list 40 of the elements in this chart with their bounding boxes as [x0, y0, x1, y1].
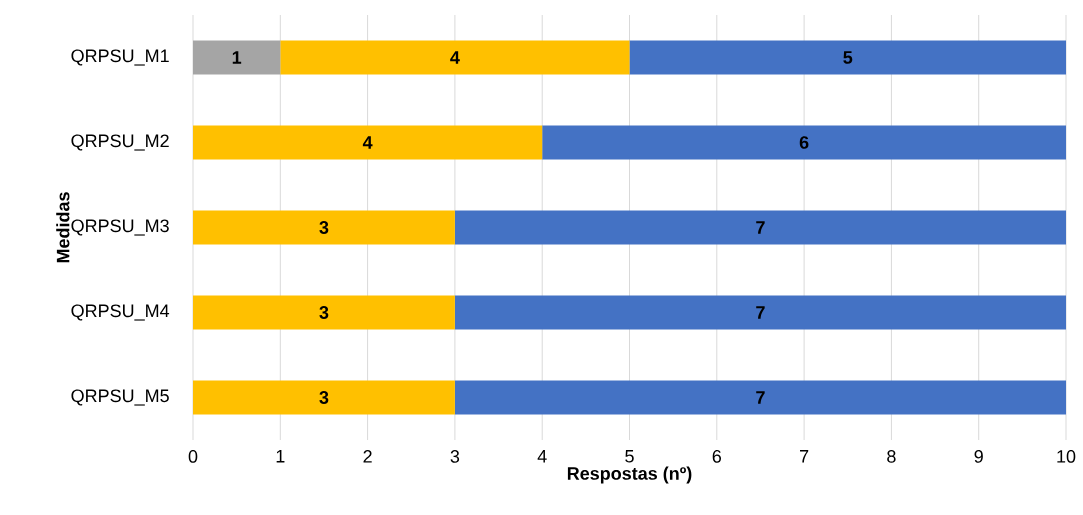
x-tick-label: 8 — [887, 450, 896, 463]
y-tick-label: QRPSU_M4 — [71, 304, 170, 321]
bar — [193, 380, 455, 415]
data-label: 7 — [756, 221, 765, 234]
y-tick-label: QRPSU_M5 — [71, 389, 169, 406]
x-tick-label: 0 — [188, 450, 198, 463]
bar — [193, 40, 281, 75]
data-label: 3 — [319, 306, 329, 319]
y-tick-label: QRPSU_M3 — [71, 219, 169, 236]
data-label: 4 — [450, 51, 460, 64]
x-tick-label: 10 — [1057, 450, 1076, 463]
data-label: 6 — [799, 136, 809, 149]
data-label: 5 — [843, 51, 853, 64]
bar — [193, 125, 543, 160]
y-tick-label: QRPSU_M2 — [71, 134, 169, 151]
data-label: 4 — [362, 136, 373, 149]
bar — [193, 295, 455, 330]
x-tick-label: 5 — [625, 450, 634, 463]
data-label: 3 — [319, 391, 329, 404]
bar — [542, 125, 1067, 160]
x-tick-label: 3 — [450, 450, 460, 463]
bar — [193, 210, 455, 245]
bar — [454, 380, 1067, 415]
bar — [454, 210, 1067, 245]
x-tick-label: 7 — [800, 450, 809, 463]
bar — [629, 40, 1067, 75]
bar — [454, 295, 1067, 330]
y-axis-title: Medidas — [56, 192, 70, 263]
x-axis-title: Respostas (nº) — [567, 466, 692, 484]
data-label: 1 — [232, 51, 242, 64]
x-tick-label: 2 — [363, 450, 372, 463]
x-tick-label: 6 — [712, 450, 722, 463]
x-tick-label: 9 — [974, 450, 983, 463]
bar — [280, 40, 630, 75]
x-tick-label: 4 — [537, 450, 547, 463]
data-label: 7 — [756, 391, 765, 404]
data-label: 3 — [319, 221, 329, 234]
x-tick-label: 1 — [276, 450, 285, 463]
data-label: 7 — [756, 306, 765, 319]
y-tick-label: QRPSU_M1 — [71, 49, 169, 66]
